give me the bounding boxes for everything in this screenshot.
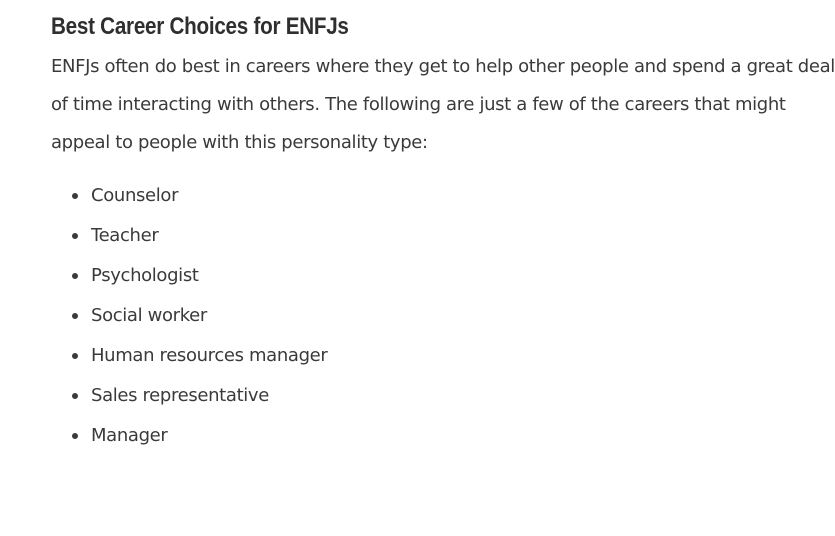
bullet-icon <box>72 353 78 359</box>
list-item-manager: Manager <box>51 416 831 456</box>
bullet-icon <box>72 193 78 199</box>
list-item-sales-representative: Sales representative <box>51 376 831 416</box>
list-item-label: Counselor <box>91 185 179 206</box>
list-item-label: Sales representative <box>91 385 269 406</box>
list-item-label: Manager <box>91 425 168 446</box>
list-item-counselor: Counselor <box>51 176 831 216</box>
bullet-icon <box>72 433 78 439</box>
list-item-social-worker: Social worker <box>51 296 831 336</box>
article-section: Best Career Choices for ENFJs ENFJs ofte… <box>51 11 835 456</box>
career-list: Counselor Teacher Psychologist Social wo… <box>51 176 831 456</box>
bullet-icon <box>72 233 78 239</box>
list-item-human-resources-manager: Human resources manager <box>51 336 831 376</box>
intro-paragraph: ENFJs often do best in careers where the… <box>51 56 835 153</box>
list-item-label: Psychologist <box>91 265 199 286</box>
list-item-label: Teacher <box>91 225 159 246</box>
list-item-teacher: Teacher <box>51 216 831 256</box>
list-item-label: Human resources manager <box>91 345 328 366</box>
bullet-icon <box>72 393 78 399</box>
list-item-label: Social worker <box>91 305 207 326</box>
bullet-icon <box>72 313 78 319</box>
bullet-icon <box>72 273 78 279</box>
list-item-psychologist: Psychologist <box>51 256 831 296</box>
section-heading: Best Career Choices for ENFJs <box>51 13 349 40</box>
